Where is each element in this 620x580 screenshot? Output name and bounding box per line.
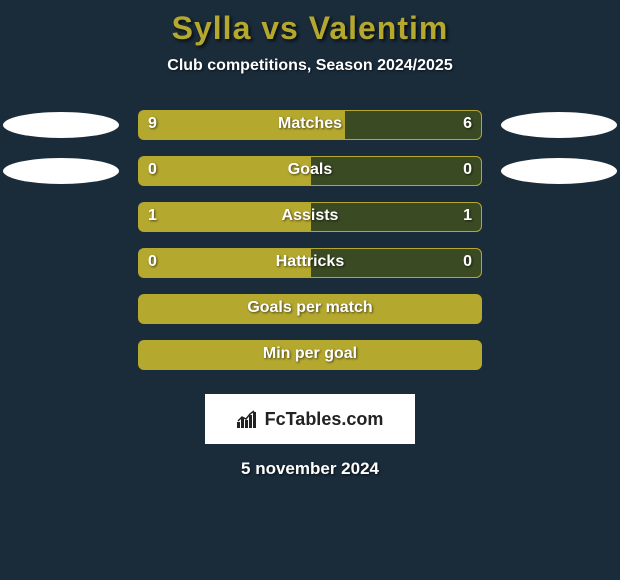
subtitle: Club competitions, Season 2024/2025 <box>0 57 620 75</box>
stat-row: 11Assists <box>0 202 620 248</box>
avatar-right <box>501 112 617 138</box>
bar-label: Hattricks <box>138 253 482 271</box>
stat-row: 00Hattricks <box>0 248 620 294</box>
bar-label: Assists <box>138 207 482 225</box>
logo-box: FcTables.com <box>205 394 415 444</box>
bar-label: Goals <box>138 161 482 179</box>
stats-rows: 96Matches00Goals11Assists00Hattricks Goal… <box>0 110 620 386</box>
avatar-left <box>3 158 119 184</box>
stat-row: 00Goals <box>0 156 620 202</box>
avatar-right <box>501 158 617 184</box>
stat-row: 96Matches <box>0 110 620 156</box>
bar-label: Min per goal <box>138 345 482 363</box>
page-title: Sylla vs Valentim <box>0 0 620 47</box>
stat-row: Min per goal <box>0 340 620 386</box>
bar-label: Matches <box>138 115 482 133</box>
bar-label: Goals per match <box>138 299 482 317</box>
container: Sylla vs Valentim Club competitions, Sea… <box>0 0 620 580</box>
date-text: 5 november 2024 <box>0 459 620 479</box>
avatar-left <box>3 112 119 138</box>
stat-row: Goals per match <box>0 294 620 340</box>
barchart-icon <box>237 410 259 428</box>
logo-text: FcTables.com <box>265 409 384 430</box>
